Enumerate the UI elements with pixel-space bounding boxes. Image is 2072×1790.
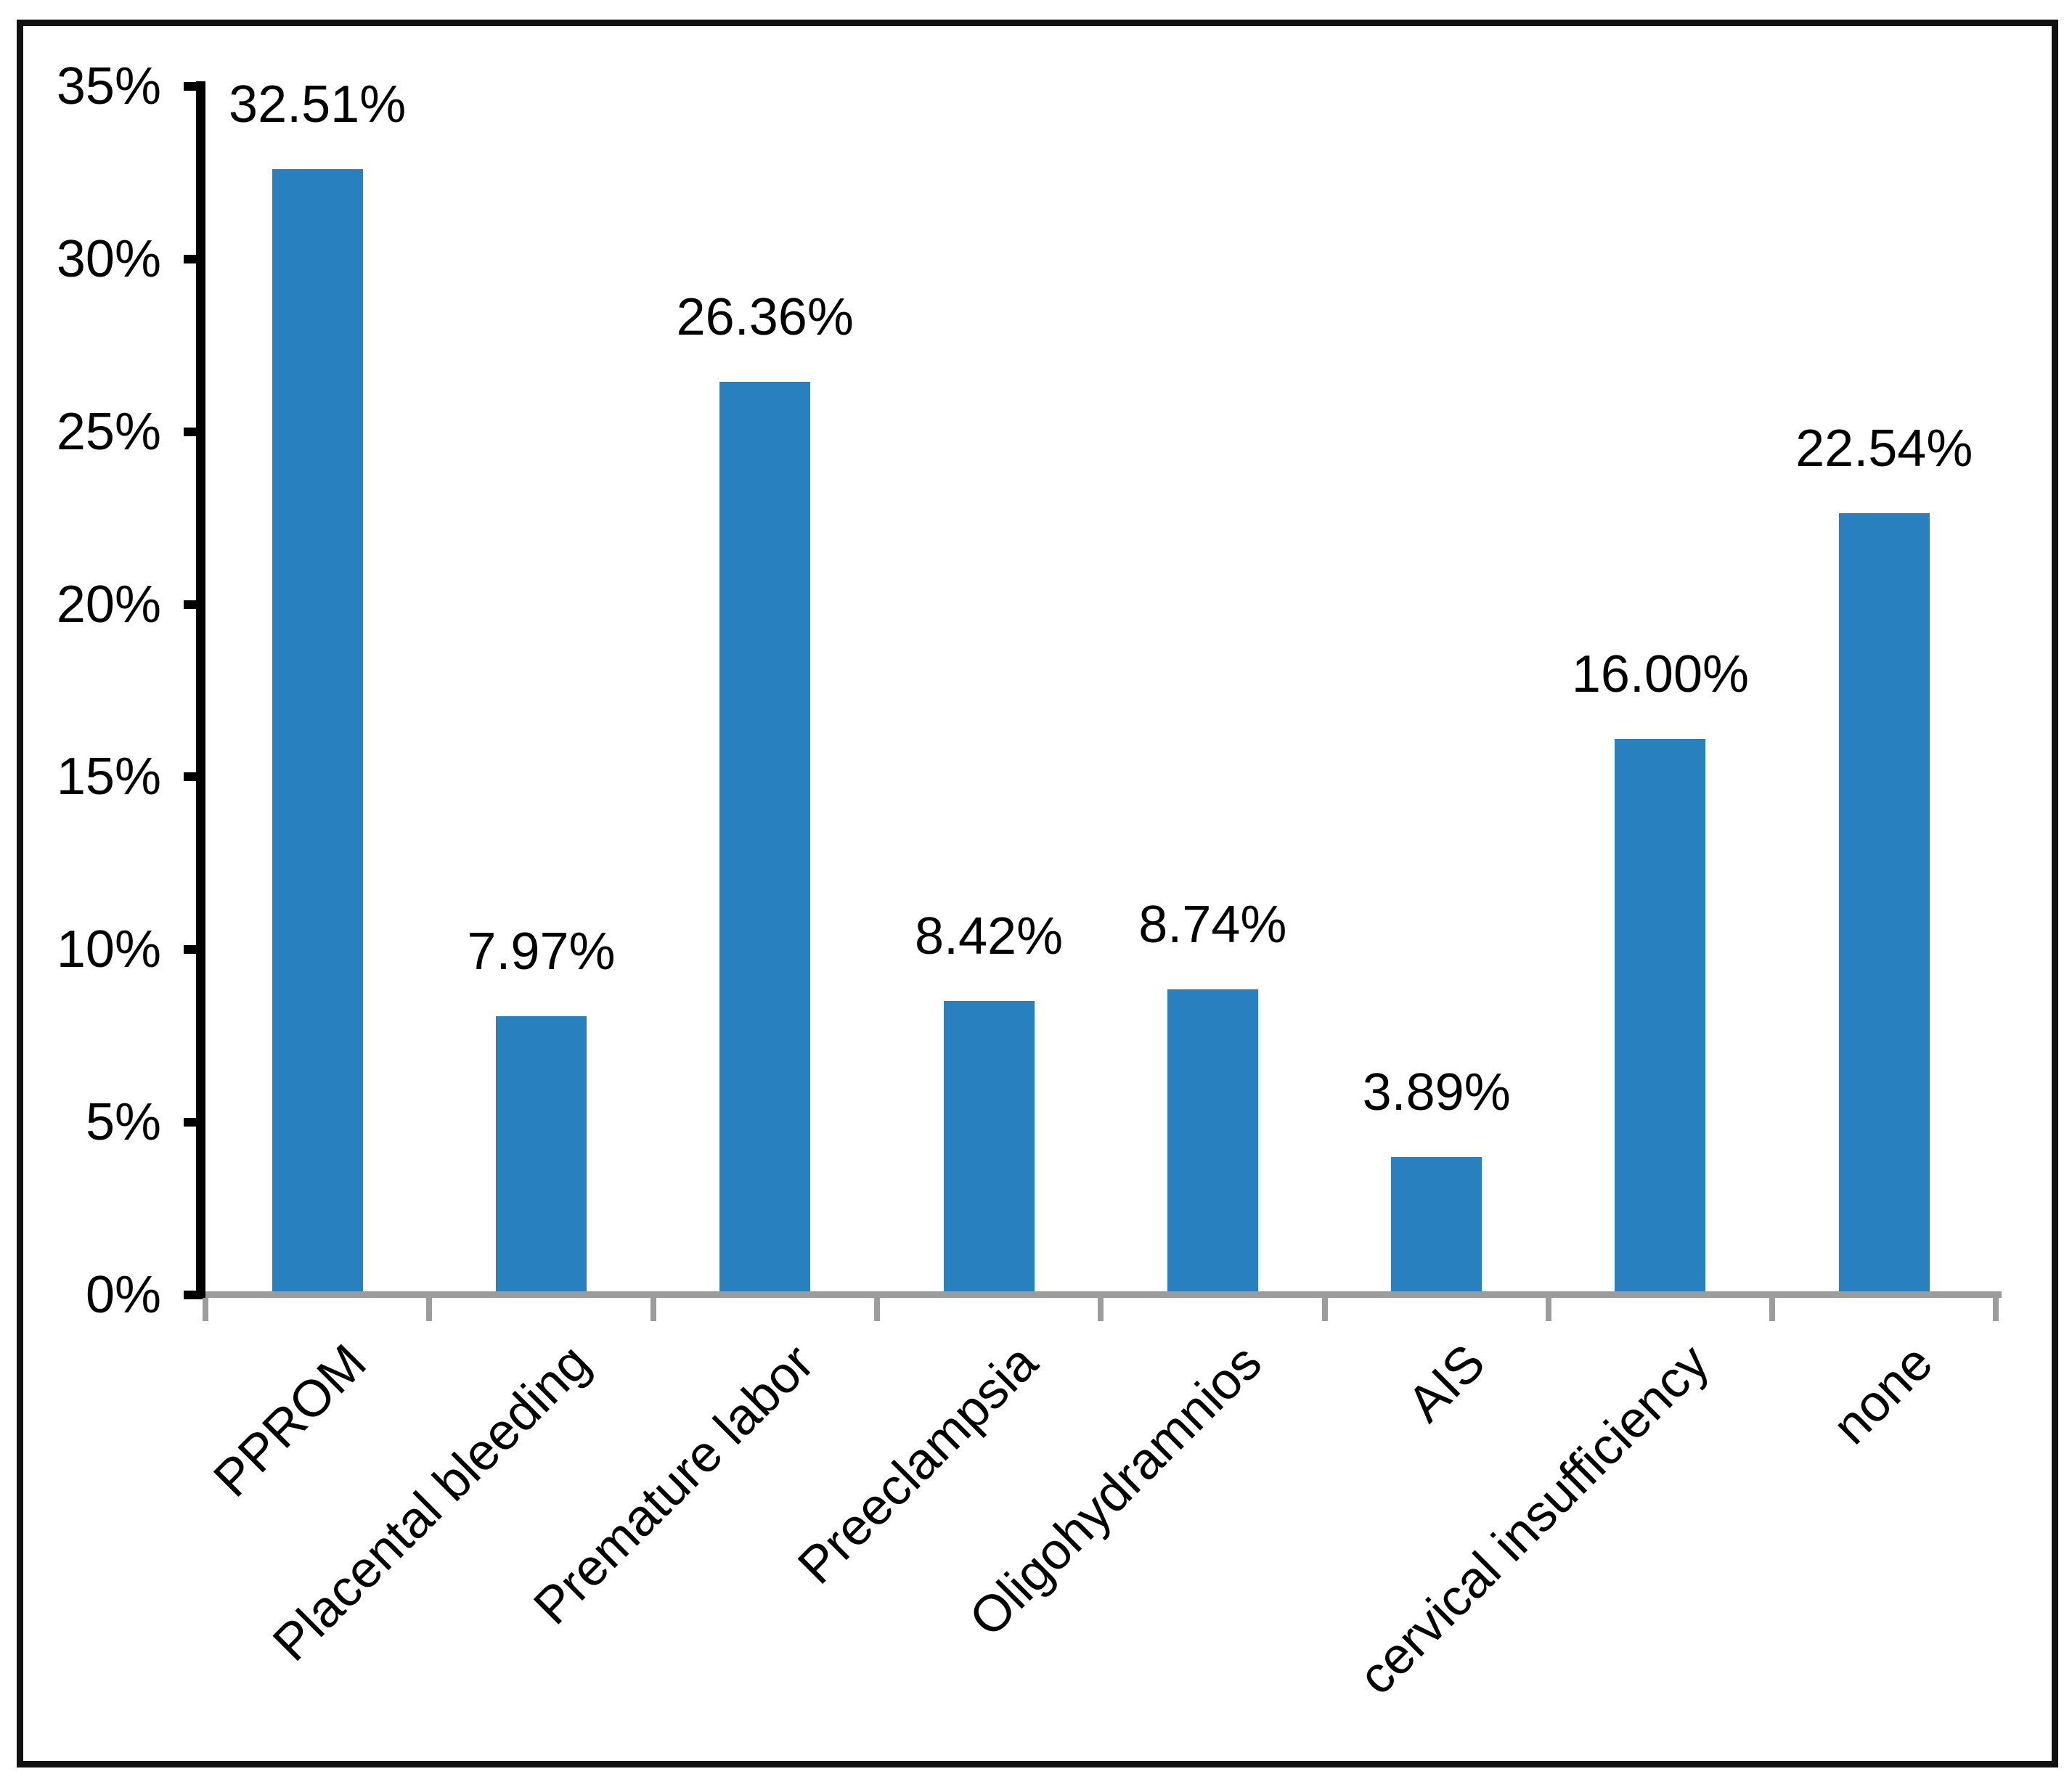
y-axis-tick bbox=[184, 427, 205, 436]
y-axis-tick-label: 10% bbox=[56, 920, 161, 978]
y-axis-tick bbox=[184, 1117, 205, 1127]
y-axis-tick bbox=[184, 82, 205, 91]
x-axis-tick bbox=[426, 1298, 433, 1321]
bar-value-label-ais: 3.89% bbox=[1362, 1063, 1511, 1121]
x-axis-line bbox=[196, 1291, 2002, 1298]
y-axis-tick-label: 0% bbox=[85, 1265, 161, 1324]
y-axis-tick bbox=[184, 772, 205, 782]
bar-value-label-oligohydramnios: 8.74% bbox=[1138, 896, 1287, 954]
bar-value-label-pprom: 32.51% bbox=[229, 75, 407, 134]
y-axis-tick-label: 25% bbox=[56, 402, 161, 461]
bar-value-label-none: 22.54% bbox=[1795, 420, 1973, 478]
bar-value-label-preeclampsia: 8.42% bbox=[914, 907, 1064, 965]
y-axis-line bbox=[196, 81, 205, 1298]
x-axis-tick bbox=[1098, 1298, 1104, 1321]
bar-cervical-insufficiency bbox=[1615, 739, 1706, 1291]
chart-outer-border bbox=[17, 20, 2058, 1767]
y-axis-tick bbox=[184, 945, 205, 954]
y-axis-tick-label: 35% bbox=[56, 57, 161, 116]
bar-none bbox=[1838, 513, 1930, 1291]
x-axis-tick bbox=[1769, 1298, 1776, 1321]
bar-pprom bbox=[272, 169, 363, 1291]
bar-value-label-placental-bleeding: 7.97% bbox=[467, 923, 616, 981]
bar-premature-labor bbox=[719, 382, 811, 1291]
x-axis-tick bbox=[1545, 1298, 1551, 1321]
x-axis-tick bbox=[203, 1298, 208, 1321]
y-axis-tick bbox=[184, 255, 205, 263]
y-axis-tick-label: 15% bbox=[56, 748, 161, 806]
bar-value-label-cervical-insufficiency: 16.00% bbox=[1571, 645, 1750, 703]
bar-placental-bleeding bbox=[495, 1016, 587, 1291]
bar-value-label-premature-labor: 26.36% bbox=[676, 288, 854, 346]
bar-oligohydramnios bbox=[1167, 989, 1258, 1291]
x-axis-tick bbox=[1321, 1298, 1328, 1321]
x-axis-tick bbox=[873, 1298, 880, 1321]
y-axis-tick-label: 20% bbox=[56, 575, 161, 634]
bar-ais bbox=[1391, 1157, 1482, 1291]
y-axis-tick-label: 5% bbox=[85, 1092, 161, 1151]
bar-preeclampsia bbox=[943, 1001, 1035, 1291]
x-axis-tick bbox=[650, 1298, 656, 1321]
y-axis-tick-label: 30% bbox=[56, 230, 161, 288]
y-axis-tick bbox=[184, 1290, 205, 1299]
x-axis-tick bbox=[1993, 1298, 1999, 1321]
y-axis-tick bbox=[184, 600, 205, 609]
